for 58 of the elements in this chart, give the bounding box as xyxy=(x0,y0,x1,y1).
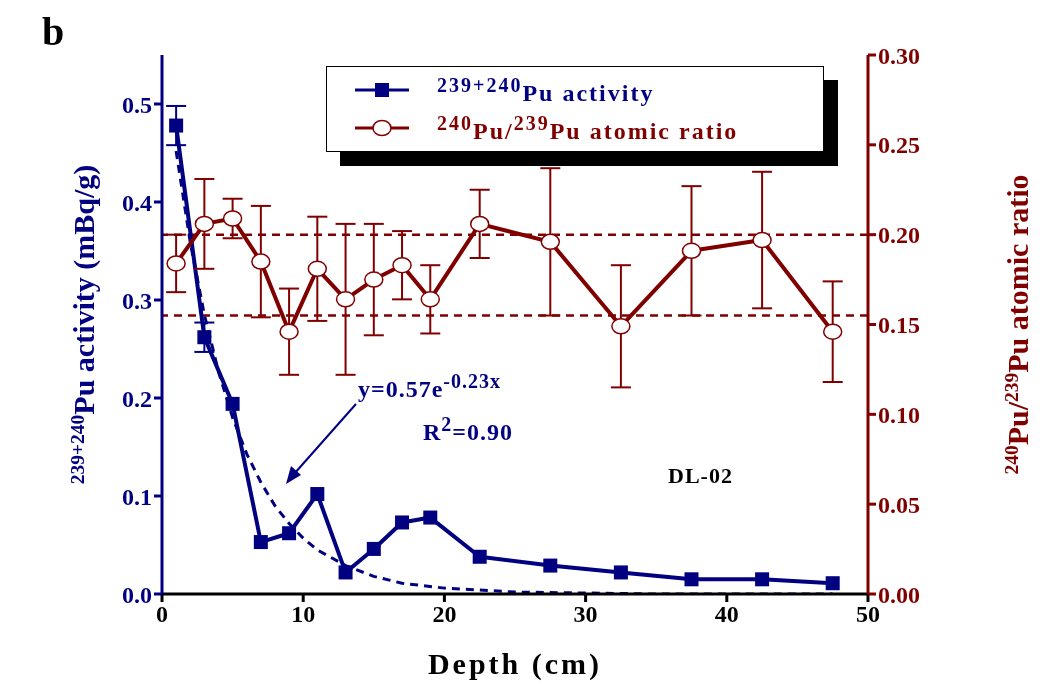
legend-label: $^{239+240}$Pu activity xyxy=(437,73,655,107)
point xyxy=(251,253,271,270)
point xyxy=(169,118,184,133)
y2-tick-label: 0.30 xyxy=(878,42,920,69)
y-tick-label: 0.0 xyxy=(122,581,152,608)
x-tick-label: 0 xyxy=(156,601,168,627)
point xyxy=(194,215,215,233)
point xyxy=(279,323,299,340)
text: b xyxy=(42,8,66,55)
point xyxy=(225,396,240,411)
x-tick-label: 10 xyxy=(291,601,316,627)
y-tick-label: 0.4 xyxy=(122,189,152,216)
legend-label: $^{240}$Pu/$^{239}$Pu atomic ratio xyxy=(437,111,739,145)
y-tick-label: 0.2 xyxy=(122,385,152,412)
point xyxy=(310,487,325,502)
point xyxy=(166,255,186,272)
point xyxy=(472,549,487,564)
y-tick-label: 0.3 xyxy=(122,287,152,314)
y2-tick-label: 0.10 xyxy=(878,401,920,428)
point xyxy=(366,541,381,556)
x-tick-label: 50 xyxy=(856,601,880,627)
point xyxy=(253,535,268,550)
y2-tick-label: 0.25 xyxy=(878,132,920,159)
point xyxy=(338,565,353,580)
annotation: y=0.57e$^{-0.23x}$ xyxy=(358,370,501,403)
x-tick-label: 40 xyxy=(714,601,739,627)
y2-tick-label: 0.15 xyxy=(878,312,920,339)
point xyxy=(825,576,840,591)
point xyxy=(681,242,702,260)
y-tick-label: 0.1 xyxy=(122,483,152,510)
point xyxy=(197,330,212,345)
point xyxy=(364,271,384,288)
point xyxy=(395,515,410,530)
point xyxy=(613,565,628,580)
point xyxy=(420,291,441,308)
point xyxy=(423,510,438,525)
y2-tick-label: 0.05 xyxy=(878,491,920,518)
point xyxy=(540,233,561,251)
point xyxy=(335,291,356,308)
point xyxy=(822,323,843,340)
point xyxy=(469,215,490,233)
annotation: DL-02 xyxy=(668,463,733,489)
point xyxy=(755,572,770,587)
point xyxy=(222,210,243,227)
point xyxy=(543,558,558,573)
x-tick-label: 30 xyxy=(573,601,598,627)
point xyxy=(392,256,412,274)
y2-tick-label: 0.00 xyxy=(878,581,920,608)
annotation: R$^{2}$=0.90 xyxy=(423,413,514,446)
point xyxy=(684,572,699,587)
x-tick-label: 20 xyxy=(432,601,457,627)
x-axis-title: Depth (cm) xyxy=(427,647,603,681)
point xyxy=(307,260,328,278)
point xyxy=(282,526,297,541)
point xyxy=(611,318,631,335)
point xyxy=(752,231,772,249)
y-tick-label: 0.5 xyxy=(122,91,152,118)
y2-tick-label: 0.20 xyxy=(878,222,920,249)
